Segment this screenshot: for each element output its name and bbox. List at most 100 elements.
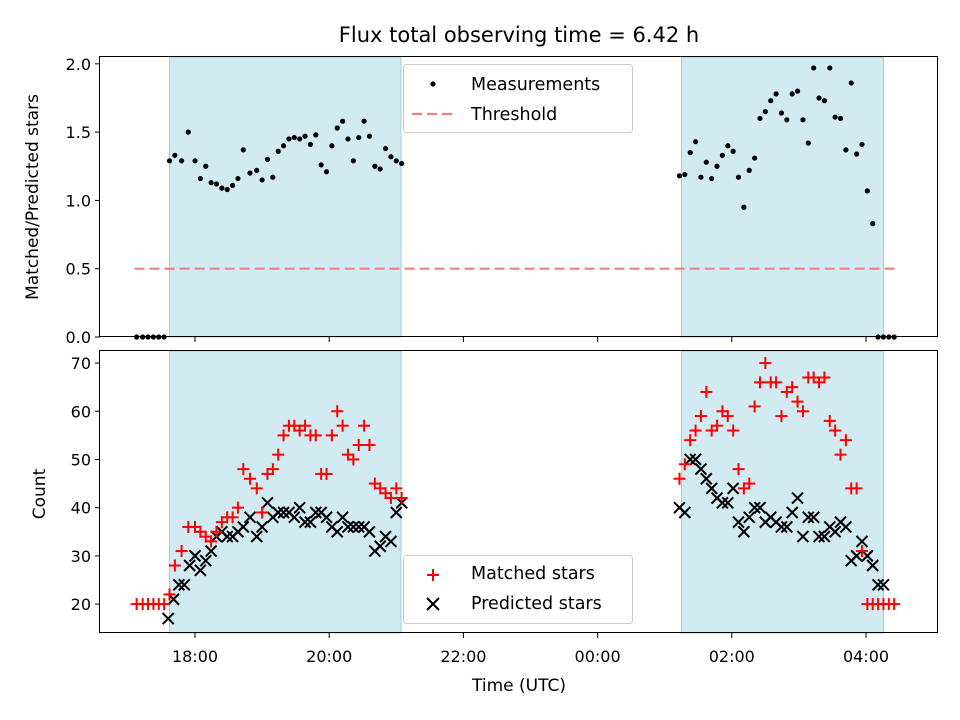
- matched-star-point: [331, 405, 344, 418]
- matched-star-point: [673, 472, 686, 485]
- matched-star-point: [384, 492, 397, 505]
- bottom-panel: 20 30 40 50 60 70 18:00 20:00 22:00 00:00 02:00 04…: [30, 350, 938, 696]
- predicted-star-point: [689, 453, 702, 466]
- bottom-x-axis-ticks: 18:00 20:00 22:00 00:00 02:00 04:00: [172, 633, 889, 666]
- measurement-point: [192, 158, 198, 164]
- predicted-star-point: [288, 511, 301, 524]
- measurement-point: [709, 175, 715, 182]
- x-tick-label: 04:00: [843, 647, 889, 666]
- predicted-star-point: [807, 511, 820, 524]
- matched-star-point: [237, 463, 250, 476]
- predicted-star-point: [796, 530, 810, 543]
- measurement-point: [811, 65, 817, 71]
- measurement-point: [832, 114, 838, 120]
- predicted-star-point: [194, 564, 207, 577]
- predicted-star-point: [850, 549, 863, 563]
- measurement-point: [270, 174, 276, 180]
- predicted-star-point: [204, 544, 218, 558]
- predicted-star-point: [780, 520, 794, 534]
- measurement-point: [778, 110, 785, 116]
- measurement-point: [361, 118, 367, 124]
- top-y-axis-ticks: 0.0 0.5 1.0 1.5 2.0: [66, 55, 100, 347]
- legend-matched-marker: [427, 569, 439, 581]
- top-shaded-intervals: [169, 56, 884, 338]
- predicted-star-point: [877, 578, 890, 592]
- measurement-point: [735, 174, 742, 180]
- bottom-y-tick-label: 30: [71, 547, 91, 566]
- matched-star-point: [850, 482, 863, 495]
- predicted-star-point: [243, 511, 257, 524]
- top-y-tick-label: 0.0: [66, 328, 91, 347]
- measurement-point: [172, 152, 178, 158]
- measurement-point: [247, 170, 253, 176]
- top-y-axis-label: Matched/Predicted stars: [23, 94, 43, 300]
- top-shaded-interval: [680, 56, 884, 338]
- measurement-point: [280, 143, 287, 149]
- measurement-point: [864, 188, 870, 194]
- matched-star-point: [818, 371, 831, 384]
- matched-star-point: [390, 482, 403, 495]
- predicted-star-point: [271, 506, 285, 519]
- matched-star-point: [358, 419, 371, 432]
- measurement-point: [240, 147, 246, 153]
- bottom-axes-frame: [99, 350, 938, 633]
- predicted-star-point: [785, 506, 799, 519]
- measurement-point: [224, 186, 230, 193]
- matched-star-point: [250, 482, 263, 495]
- matched-star-point: [823, 414, 836, 427]
- matched-star-point: [256, 506, 269, 519]
- measurement-point: [854, 151, 860, 157]
- matched-star-point: [770, 376, 783, 389]
- predicted-star-point: [336, 511, 349, 524]
- measurement-point: [254, 167, 260, 173]
- measurement-point: [714, 163, 720, 169]
- predicted-star-point: [748, 501, 761, 514]
- matched-stars-series: [130, 357, 901, 611]
- matched-star-point: [839, 434, 852, 447]
- matched-star-point: [834, 448, 847, 461]
- matched-star-point: [272, 448, 285, 461]
- bottom-y-axis-label: Count: [30, 468, 50, 519]
- top-y-tick-label: 2.0: [66, 55, 91, 74]
- matched-star-point: [689, 424, 702, 437]
- chart-title: Flux total observing time = 6.42 h: [339, 23, 699, 47]
- matched-star-point: [888, 598, 901, 611]
- predicted-star-point: [855, 535, 869, 548]
- measurement-point: [773, 91, 779, 97]
- measurement-point: [372, 163, 378, 169]
- top-panel: 0.00.51.01.52.0 Matched/Predicted stars …: [23, 55, 938, 347]
- bottom-y-tick-label: 60: [71, 402, 91, 421]
- matched-star-point: [336, 419, 349, 432]
- matched-star-point: [325, 429, 338, 442]
- predicted-star-point: [384, 535, 398, 548]
- measurement-point: [259, 177, 265, 183]
- top-legend: Measurements Threshold: [403, 64, 633, 133]
- predicted-star-point: [250, 530, 263, 543]
- measurement-point: [388, 154, 394, 160]
- measurement-point: [816, 95, 822, 101]
- measurement-point: [377, 166, 383, 172]
- top-legend-box: [403, 64, 633, 133]
- matched-star-point: [168, 559, 181, 572]
- predicted-star-point: [373, 540, 387, 553]
- predicted-star-point: [726, 482, 740, 495]
- measurement-point: [329, 143, 335, 149]
- matched-star-point: [210, 525, 223, 538]
- bottom-y-tick-label: 70: [71, 354, 91, 373]
- bottom-shaded-interval: [169, 350, 402, 634]
- matched-star-point: [786, 381, 799, 394]
- measurements-series: [134, 65, 897, 340]
- measurement-point: [843, 147, 849, 153]
- matched-star-point: [320, 467, 333, 480]
- predicted-star-point: [320, 511, 333, 524]
- matched-star-point: [855, 545, 868, 558]
- matched-star-point: [226, 511, 239, 524]
- measurement-point: [692, 139, 699, 145]
- matched-star-point: [796, 405, 809, 418]
- matched-star-point: [727, 424, 740, 437]
- measurement-point: [730, 148, 736, 154]
- predicted-star-point: [683, 453, 697, 466]
- predicted-star-point: [261, 496, 274, 510]
- measurement-point: [719, 152, 726, 158]
- matched-star-point: [743, 477, 756, 490]
